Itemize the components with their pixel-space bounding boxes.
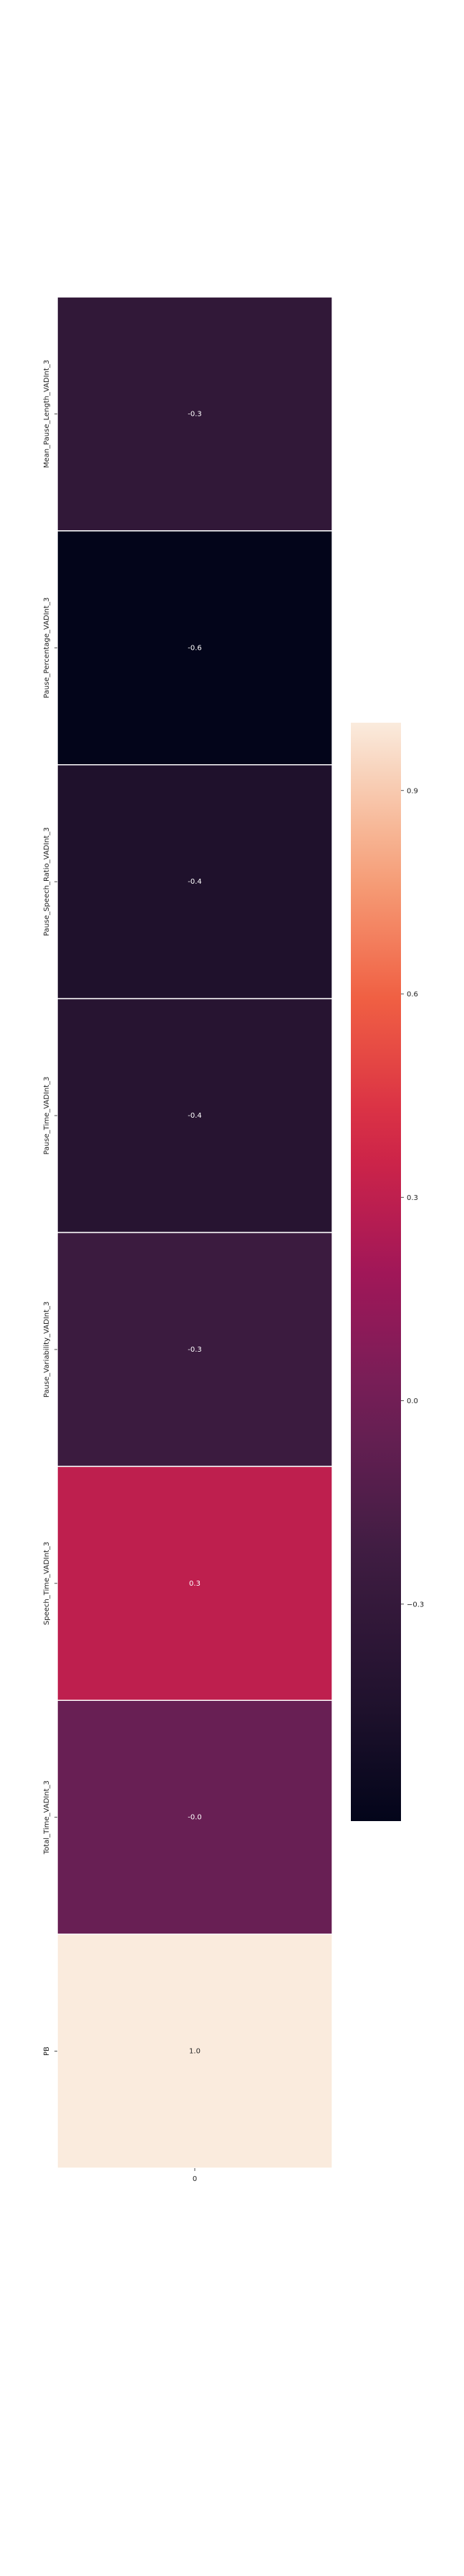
column-labels: 0	[193, 2168, 197, 2183]
cell-value-label: -0.4	[188, 1112, 202, 1120]
colorbar-gradient	[351, 723, 401, 1821]
heatmap-cells: -0.3 -0.6 -0.4 -0.4 -0.3 0.3 -0.0 1.0	[57, 296, 333, 2169]
colorbar-tick-label: 0.0	[407, 1397, 418, 1405]
row-labels: Mean_Pause_Length_VADInt_3 Pause_Percenta…	[43, 360, 57, 2056]
colorbar: −0.3 0.0 0.3 0.6 0.9	[351, 723, 424, 1821]
cell-value-label: -0.4	[188, 878, 202, 886]
row-label: Speech_Time_VADInt_3	[43, 1542, 51, 1626]
row-label: Total_Time_VADInt_3	[43, 1780, 51, 1855]
cell-value-label: -0.3	[188, 410, 202, 418]
cell-value-label: 0.3	[189, 1580, 200, 1588]
cell-value-label: -0.3	[188, 1346, 202, 1354]
heatmap-cell	[57, 997, 333, 1234]
cell-value-label: -0.0	[188, 1814, 202, 1822]
colorbar-tick-label: 0.3	[407, 1194, 418, 1202]
heatmap-cell	[57, 1699, 333, 1935]
row-label: Mean_Pause_Length_VADInt_3	[43, 360, 51, 468]
cell-value-label: 1.0	[189, 2048, 200, 2056]
row-label: PB	[43, 2046, 51, 2056]
row-label: Pause_Percentage_VADInt_3	[43, 597, 51, 698]
heatmap-cell	[57, 296, 333, 532]
heatmap-cell	[57, 1231, 333, 1468]
colorbar-tick-label: 0.6	[407, 991, 418, 999]
row-label: Pause_Time_VADInt_3	[43, 1076, 51, 1154]
cell-value-label: -0.6	[188, 644, 202, 652]
colorbar-tick-label: 0.9	[407, 787, 418, 795]
heatmap-cell	[57, 1465, 333, 1701]
colorbar-tick-label: −0.3	[407, 1601, 424, 1609]
row-label: Pause_Variability_VADInt_3	[43, 1302, 51, 1397]
column-label: 0	[193, 2175, 197, 2183]
heatmap-cell	[57, 764, 333, 1000]
heatmap-cell	[57, 530, 333, 766]
heatmap-cell	[57, 1933, 333, 2169]
row-label: Pause_Speech_Ratio_VADInt_3	[43, 827, 51, 936]
